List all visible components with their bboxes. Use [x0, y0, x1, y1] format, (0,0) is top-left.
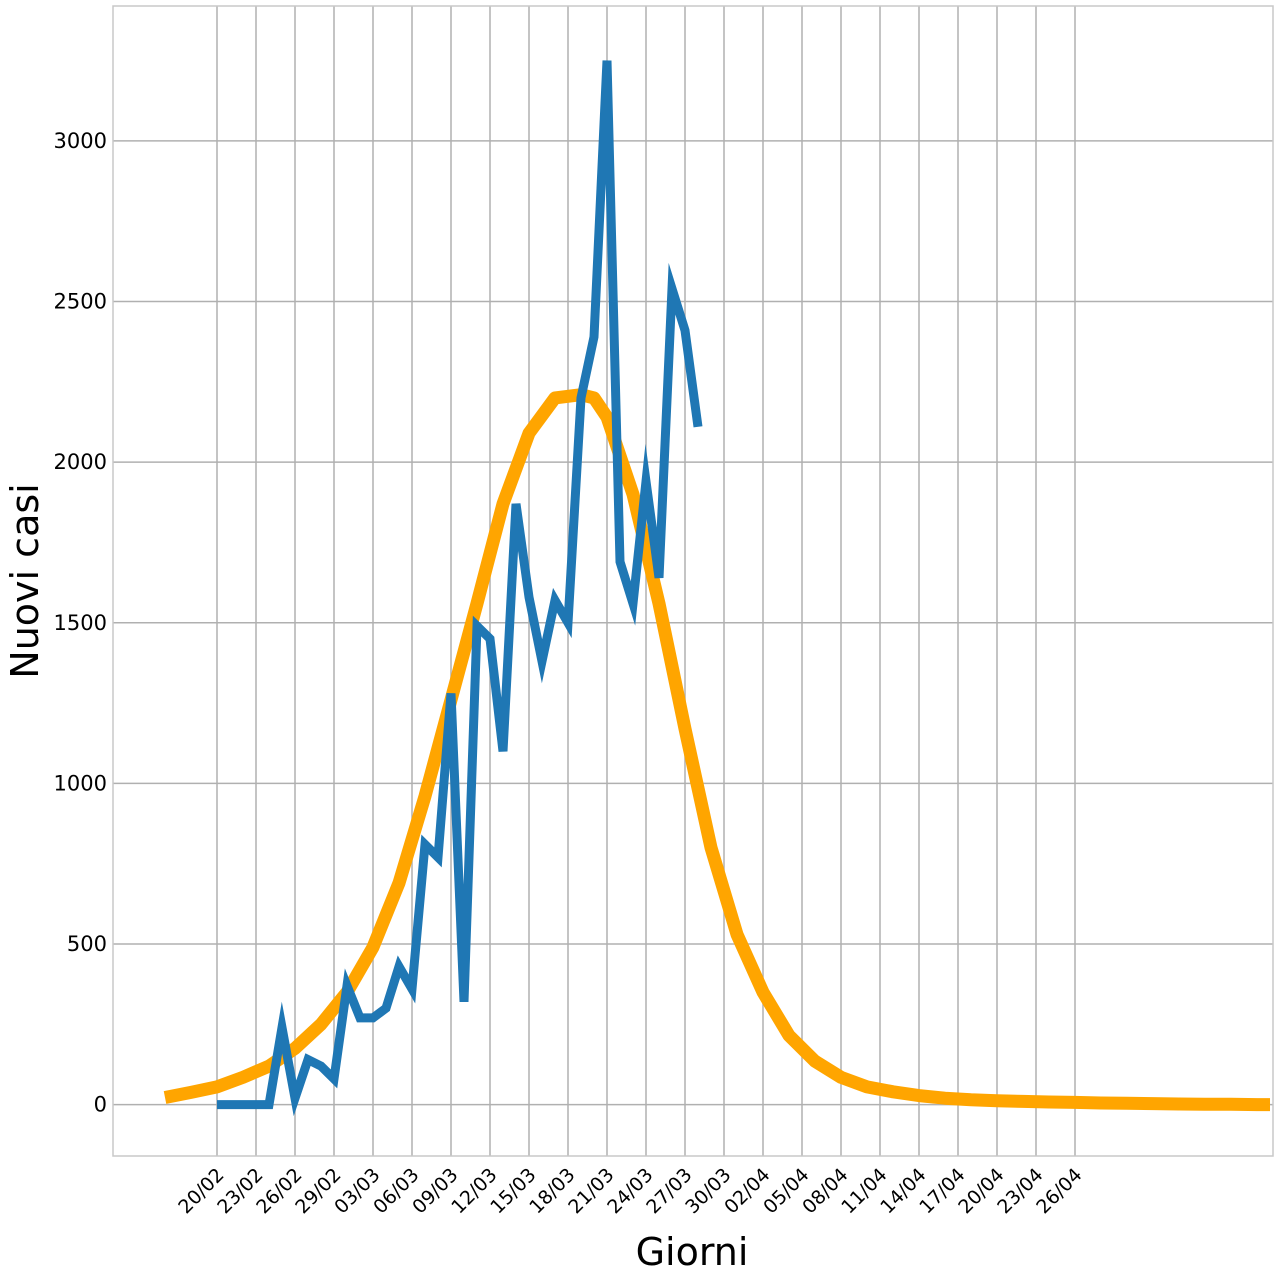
y-tick-labels: 0 500 1000 1500 2000 2500 3000	[54, 129, 107, 1117]
grid	[113, 6, 1273, 1156]
y-tick-label: 1500	[54, 611, 107, 635]
y-tick-label: 2500	[54, 290, 107, 314]
x-tick-label: 26/04	[1032, 1164, 1086, 1218]
series-layer	[163, 60, 1270, 1117]
y-tick-label: 2000	[54, 450, 107, 474]
plot-frame	[112, 5, 1274, 1157]
y-tick-label: 0	[94, 1093, 107, 1117]
observed-cases-line	[217, 60, 703, 1117]
y-tick-label: 500	[67, 932, 107, 956]
y-tick-label: 1000	[54, 771, 107, 795]
y-tick-label: 3000	[54, 129, 107, 153]
fit-curve-line	[163, 388, 1270, 1112]
y-axis-label: Nuovi casi	[3, 483, 47, 678]
x-tick-labels: 20/0223/0226/0229/0203/0306/0309/0312/03…	[174, 1164, 1086, 1218]
x-axis-label: Giorni	[636, 1230, 749, 1274]
